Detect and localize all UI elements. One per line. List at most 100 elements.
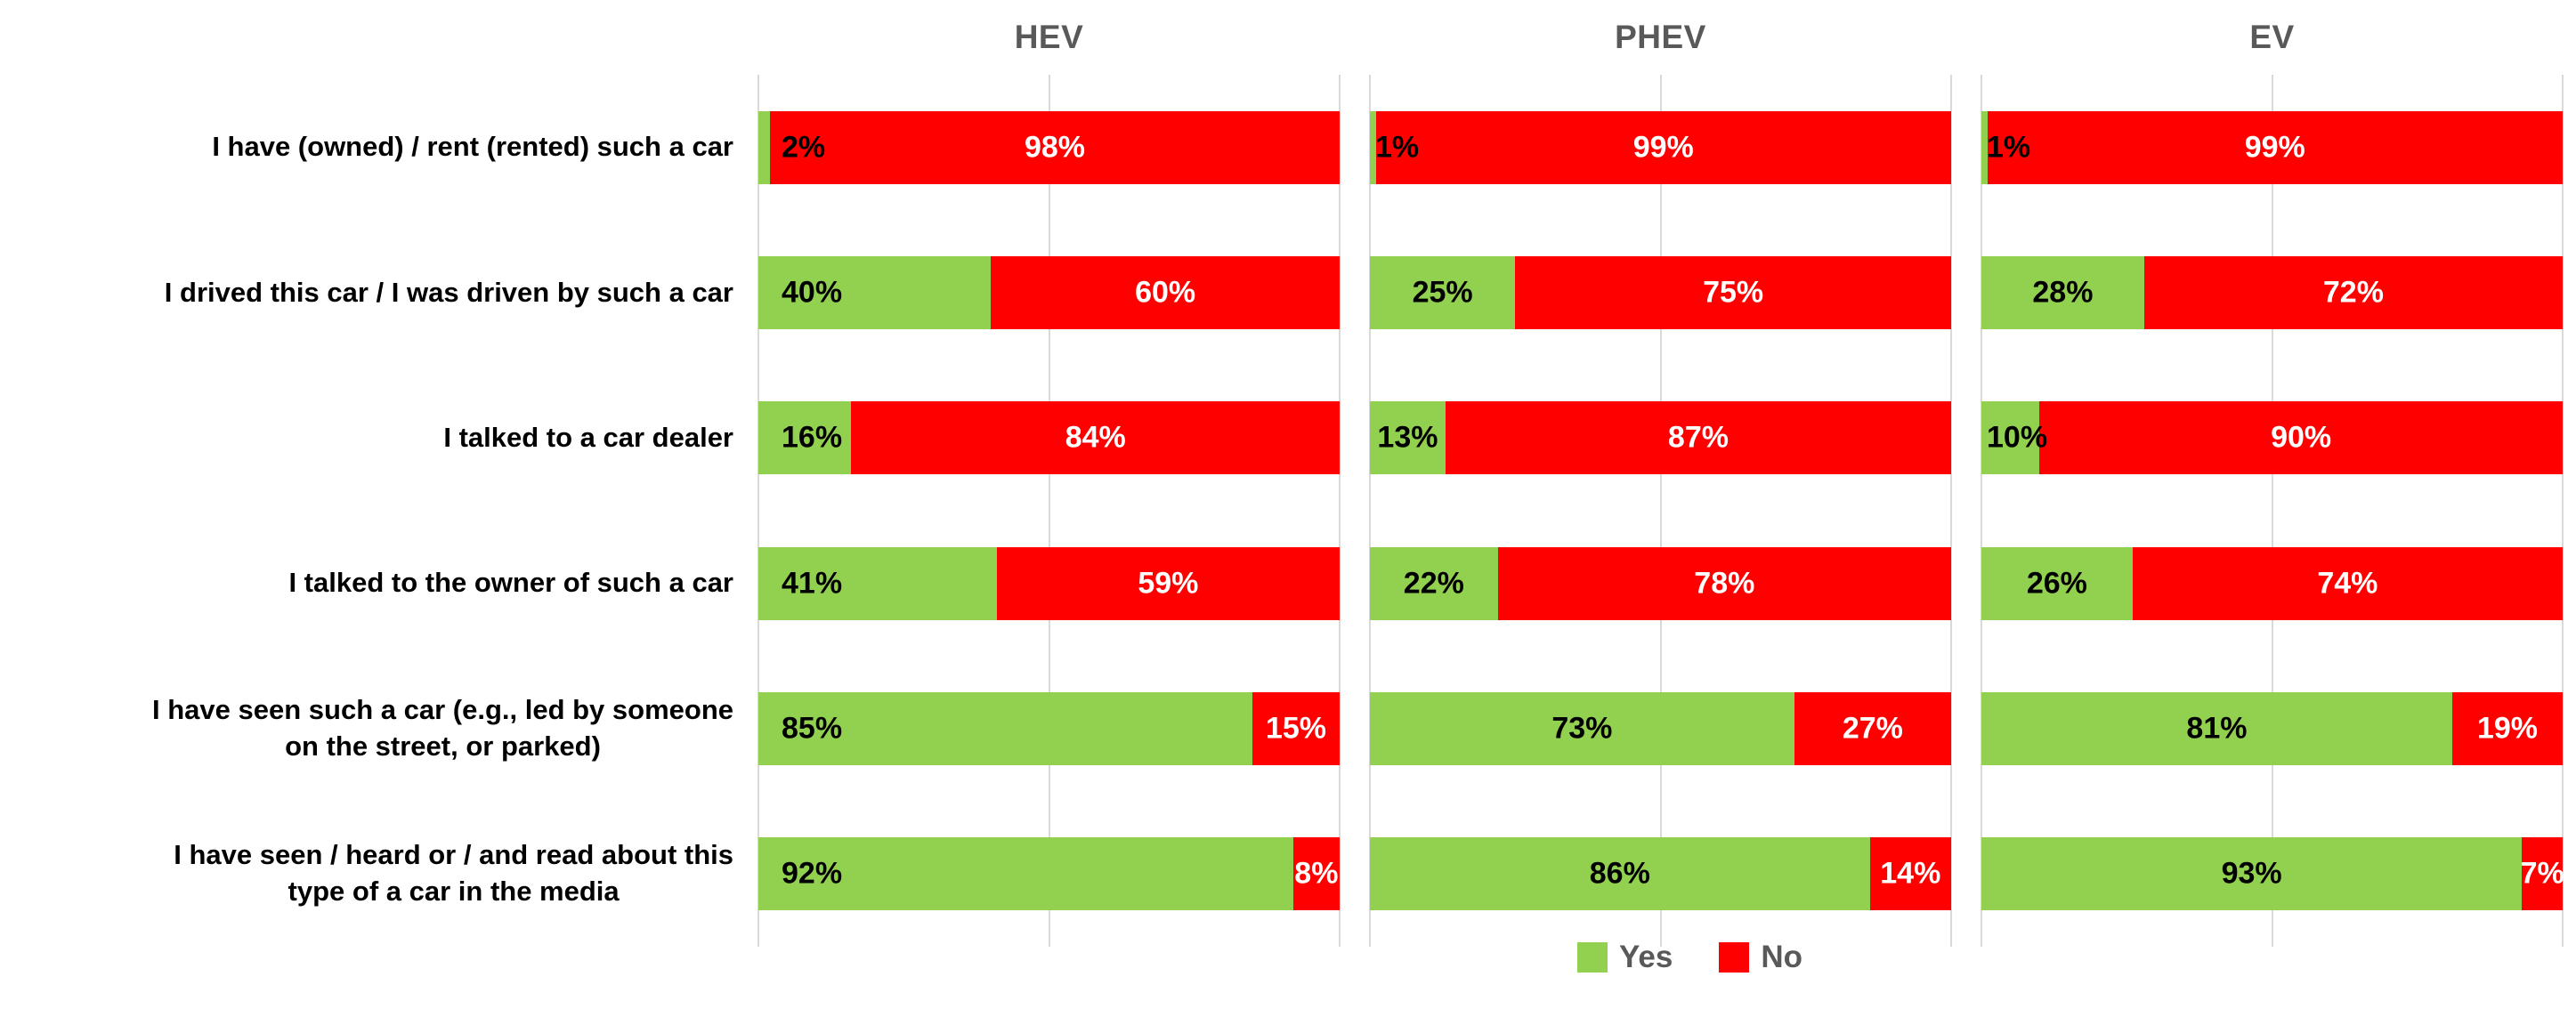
- no-segment: [1987, 110, 2563, 184]
- panel-cell-hev: 41% 59%: [758, 511, 1340, 656]
- chart-row: I talked to the owner of such a car 41% 59…: [0, 511, 2576, 656]
- yes-segment: [1981, 691, 2452, 765]
- panel-cell-hev: 85% 15%: [758, 656, 1340, 801]
- panel-cell-ev: 28% 72%: [1981, 220, 2563, 365]
- stacked-bar: 85% 15%: [758, 691, 1340, 765]
- yes-segment: [758, 691, 1253, 765]
- no-segment: [2132, 546, 2563, 620]
- stacked-bar: 26% 74%: [1981, 546, 2563, 620]
- category-label: I have seen such a car (e.g., led by som…: [152, 694, 733, 762]
- chart-row: I have seen / heard or / and read about …: [0, 802, 2576, 947]
- no-value-label: 15%: [1265, 711, 1327, 746]
- gridline: [2562, 75, 2564, 947]
- no-value-label: 14%: [1880, 856, 1941, 891]
- yes-value-label: 10%: [1987, 420, 2048, 455]
- panel-cell-hev: 40% 60%: [758, 220, 1340, 365]
- legend-item-no: No: [1719, 940, 1802, 975]
- stacked-bar: 73% 27%: [1370, 691, 1951, 765]
- no-value-label: 98%: [1024, 130, 1086, 165]
- yes-value-label: 1%: [1987, 130, 2031, 165]
- stacked-bar: 40% 60%: [758, 255, 1340, 329]
- chart-row: I have (owned) / rent (rented) such a ca…: [0, 75, 2576, 220]
- panel-cell-hev: 16% 84%: [758, 366, 1340, 511]
- panel-cell-phev: 86% 14%: [1370, 802, 1951, 947]
- no-segment: [1375, 110, 1951, 184]
- no-value-label: 99%: [1632, 130, 1694, 165]
- legend-label-yes: Yes: [1619, 940, 1673, 974]
- no-segment: [1869, 837, 1951, 911]
- no-value-label: 74%: [2317, 566, 2378, 601]
- stacked-bar: 25% 75%: [1370, 255, 1951, 329]
- stacked-bar: 10% 90%: [1981, 401, 2563, 475]
- yes-segment: [1370, 546, 1498, 620]
- no-segment: [770, 110, 1340, 184]
- gridline: [1981, 75, 1982, 947]
- yes-value-label: 85%: [782, 711, 843, 746]
- no-segment: [1445, 401, 1951, 475]
- yes-segment: [758, 255, 992, 329]
- gridline: [1048, 75, 1050, 947]
- no-segment: [2039, 401, 2563, 475]
- yes-value-label: 86%: [1589, 856, 1650, 891]
- yes-segment: [1981, 110, 1988, 184]
- category-label: I have seen / heard or / and read about …: [174, 839, 733, 908]
- plot-area: I have (owned) / rent (rented) such a ca…: [0, 75, 2576, 947]
- category-label: I talked to a car dealer: [443, 421, 733, 453]
- no-segment: [996, 546, 1340, 620]
- yes-segment: [1981, 837, 2523, 911]
- no-value-label: 99%: [2244, 130, 2305, 165]
- legend-item-yes: Yes: [1577, 940, 1673, 975]
- category-cell: I talked to the owner of such a car: [0, 511, 758, 656]
- yes-segment: [1981, 255, 2144, 329]
- yes-segment: [758, 546, 997, 620]
- yes-value-label: 40%: [782, 275, 843, 310]
- no-segment: [2522, 837, 2563, 911]
- panel-title-ev: EV: [2249, 19, 2295, 55]
- panel-cell-phev: 22% 78%: [1370, 511, 1951, 656]
- no-segment: [2451, 691, 2563, 765]
- panel-cell-phev: 73% 27%: [1370, 656, 1951, 801]
- yes-segment: [758, 401, 852, 475]
- yes-value-label: 28%: [2032, 275, 2094, 310]
- no-segment: [851, 401, 1340, 475]
- gridline: [1369, 75, 1371, 947]
- panel-cell-hev: 92% 8%: [758, 802, 1340, 947]
- no-value-label: 8%: [1294, 856, 1339, 891]
- stacked-bar: 13% 87%: [1370, 401, 1951, 475]
- yes-value-label: 92%: [782, 856, 843, 891]
- category-label: I drived this car / I was driven by such…: [164, 276, 733, 308]
- yes-segment: [1370, 837, 1870, 911]
- chart-row: I have seen such a car (e.g., led by som…: [0, 656, 2576, 801]
- yes-value-label: 2%: [782, 130, 826, 165]
- gridline: [1659, 75, 1662, 947]
- panel-cell-hev: 2% 98%: [758, 75, 1340, 220]
- no-segment: [1252, 691, 1340, 765]
- stacked-bar: 93% 7%: [1981, 837, 2564, 911]
- gridline: [2271, 75, 2273, 947]
- no-segment: [1292, 837, 1340, 911]
- gridline: [1339, 75, 1341, 947]
- no-segment: [2143, 255, 2563, 329]
- no-value-label: 84%: [1065, 420, 1126, 455]
- category-cell: I have seen / heard or / and read about …: [0, 802, 758, 947]
- yes-value-label: 1%: [1375, 130, 1420, 165]
- stacked-bar: 86% 14%: [1370, 837, 1951, 911]
- category-label: I talked to the owner of such a car: [288, 567, 733, 599]
- stacked-bar: 81% 19%: [1981, 691, 2563, 765]
- legend-label-no: No: [1761, 940, 1803, 974]
- yes-value-label: 73%: [1551, 711, 1613, 746]
- gridline: [757, 75, 759, 947]
- yes-value-label: 16%: [782, 420, 843, 455]
- no-value-label: 7%: [2520, 856, 2564, 891]
- panel-cell-ev: 26% 74%: [1981, 511, 2563, 656]
- yes-value-label: 81%: [2186, 711, 2248, 746]
- stacked-bar: 16% 84%: [758, 401, 1340, 475]
- stacked-bar: 22% 78%: [1370, 546, 1951, 620]
- yes-segment: [758, 837, 1293, 911]
- panel-cell-phev: 25% 75%: [1370, 220, 1951, 365]
- no-value-label: 87%: [1667, 420, 1729, 455]
- panel-cell-phev: 1% 99%: [1370, 75, 1951, 220]
- panel-header-row: HEV PHEV EV: [0, 0, 2576, 75]
- category-cell: I talked to a car dealer: [0, 366, 758, 511]
- no-value-label: 75%: [1703, 275, 1764, 310]
